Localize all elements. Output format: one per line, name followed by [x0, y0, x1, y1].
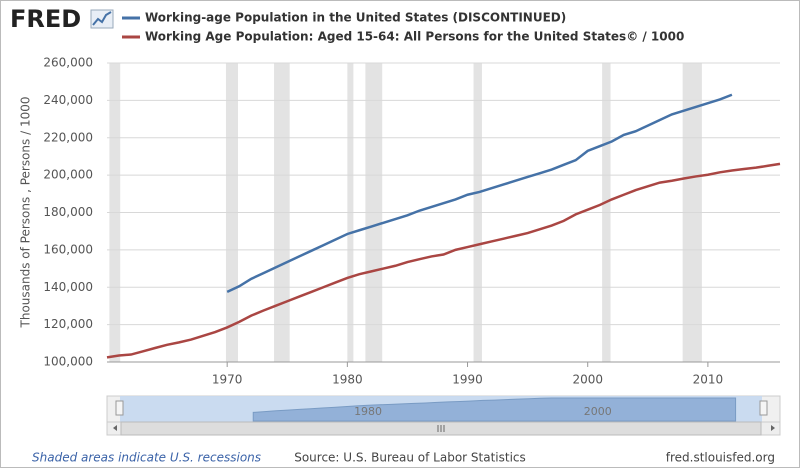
y-tick-label: 160,000	[43, 242, 93, 256]
y-tick-label: 260,000	[43, 56, 93, 70]
y-tick-label: 180,000	[43, 205, 93, 219]
x-tick-label: 1980	[332, 373, 363, 387]
x-tick-label: 1990	[452, 373, 483, 387]
scroll-left[interactable]	[113, 425, 117, 431]
recession-note: Shaded areas indicate U.S. recessions	[32, 451, 261, 465]
navigator-tick-label: 1980	[354, 405, 382, 418]
scroll-right[interactable]	[771, 425, 775, 431]
navigator-handle[interactable]	[759, 400, 768, 416]
y-tick-label: 240,000	[43, 93, 93, 107]
scrollbar-grip	[437, 425, 445, 432]
logo[interactable]: FRED	[10, 5, 81, 33]
series-line	[106, 162, 781, 359]
y-tick-label: 220,000	[43, 130, 93, 144]
y-tick-label: 120,000	[43, 317, 93, 331]
legend-label: Working Age Population: Aged 15-64: All …	[145, 30, 684, 44]
navigator-handle[interactable]	[115, 400, 124, 416]
y-tick-label: 100,000	[43, 355, 93, 369]
x-tick-label: 1970	[212, 373, 243, 387]
navigator-area	[252, 397, 737, 422]
source: Source: U.S. Bureau of Labor Statistics	[294, 451, 526, 465]
legend-label: Working-age Population in the United Sta…	[145, 11, 566, 25]
x-tick-label: 2000	[572, 373, 603, 387]
logo-icon	[90, 9, 114, 29]
x-tick-label: 2010	[693, 373, 724, 387]
site[interactable]: fred.stlouisfed.org	[666, 451, 775, 465]
y-tick-label: 200,000	[43, 168, 93, 182]
y-tick-label: 140,000	[43, 280, 93, 294]
y-axis-label: Thousands of Persons , Persons / 1000	[19, 97, 33, 329]
series-line	[226, 93, 733, 294]
navigator-tick-label: 2000	[584, 405, 612, 418]
